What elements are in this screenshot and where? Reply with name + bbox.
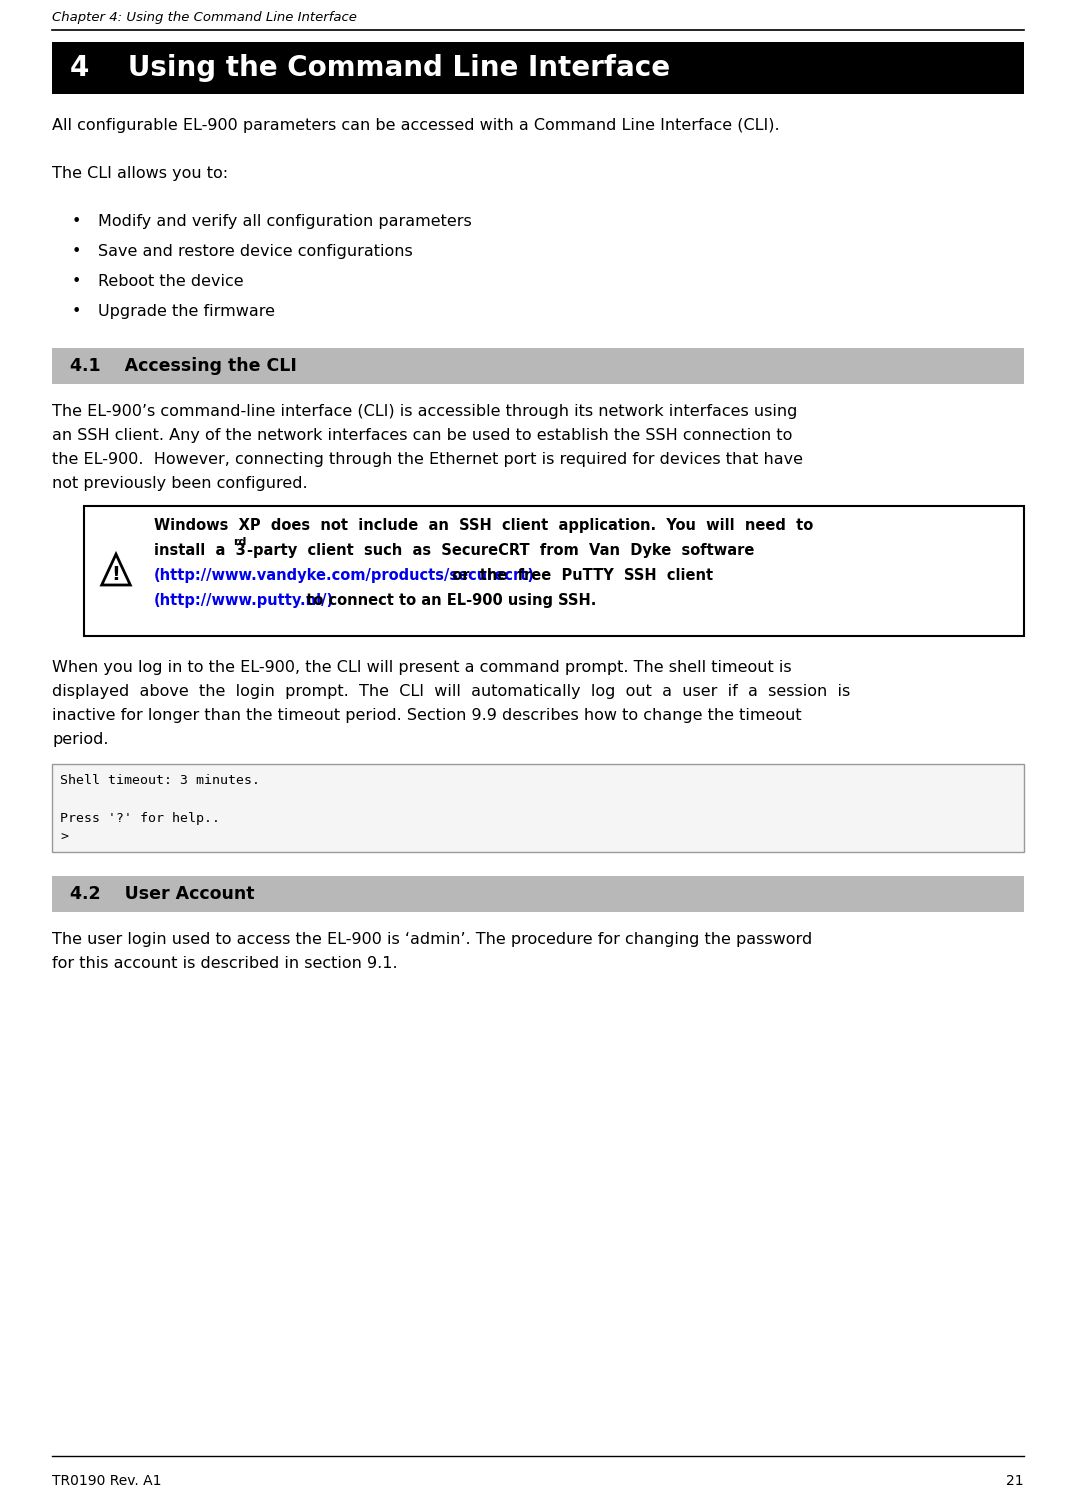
Text: 4.1    Accessing the CLI: 4.1 Accessing the CLI [70,357,297,374]
Polygon shape [102,554,130,585]
Text: Chapter 4: Using the Command Line Interface: Chapter 4: Using the Command Line Interf… [52,12,357,24]
Text: not previously been configured.: not previously been configured. [52,476,308,491]
Text: to connect to an EL-900 using SSH.: to connect to an EL-900 using SSH. [296,592,596,609]
Text: an SSH client. Any of the network interfaces can be used to establish the SSH co: an SSH client. Any of the network interf… [52,428,792,443]
Text: (http://www.putty.nl/): (http://www.putty.nl/) [154,592,335,609]
Text: (http://www.vandyke.com/products/securecrt): (http://www.vandyke.com/products/securec… [154,568,535,583]
Text: Reboot the device: Reboot the device [98,275,243,289]
Text: TR0190 Rev. A1: TR0190 Rev. A1 [52,1474,161,1488]
Bar [52,348,1024,383]
Bar [52,876,1024,912]
Text: Save and restore device configurations: Save and restore device configurations [98,245,413,260]
Text: the EL-900.  However, connecting through the Ethernet port is required for devic: the EL-900. However, connecting through … [52,452,803,467]
Text: 4.2    User Account: 4.2 User Account [70,885,255,903]
Bar [52,764,1024,852]
Text: The EL-900’s command-line interface (CLI) is accessible through its network inte: The EL-900’s command-line interface (CLI… [52,404,797,419]
Text: Upgrade the firmware: Upgrade the firmware [98,304,275,319]
Text: Press '?' for help..: Press '?' for help.. [60,812,220,825]
Text: period.: period. [52,733,109,747]
Text: for this account is described in section 9.1.: for this account is described in section… [52,956,398,971]
Text: 4    Using the Command Line Interface: 4 Using the Command Line Interface [70,54,670,82]
Text: -party  client  such  as  SecureCRT  from  Van  Dyke  software: -party client such as SecureCRT from Van… [247,543,754,558]
Text: 21: 21 [1006,1474,1024,1488]
Text: >: > [60,831,68,844]
Text: install  a  3: install a 3 [154,543,245,558]
Text: Modify and verify all configuration parameters: Modify and verify all configuration para… [98,213,471,228]
Text: !: ! [112,565,121,585]
Text: •: • [72,275,82,289]
Text: rd: rd [233,537,246,548]
Text: The user login used to access the EL-900 is ‘admin’. The procedure for changing : The user login used to access the EL-900… [52,932,812,947]
Text: inactive for longer than the timeout period. Section 9.9 describes how to change: inactive for longer than the timeout per… [52,709,802,724]
Text: or  the  free  PuTTY  SSH  client: or the free PuTTY SSH client [442,568,713,583]
Bar [52,42,1024,94]
Text: The CLI allows you to:: The CLI allows you to: [52,166,228,181]
Text: Shell timeout: 3 minutes.: Shell timeout: 3 minutes. [60,774,260,786]
Text: •: • [72,245,82,260]
Text: •: • [72,304,82,319]
Bar [84,506,1024,636]
Text: Windows  XP  does  not  include  an  SSH  client  application.  You  will  need : Windows XP does not include an SSH clien… [154,518,813,533]
Text: •: • [72,213,82,228]
Text: All configurable EL-900 parameters can be accessed with a Command Line Interface: All configurable EL-900 parameters can b… [52,118,780,133]
Text: When you log in to the EL-900, the CLI will present a command prompt. The shell : When you log in to the EL-900, the CLI w… [52,659,792,674]
Text: displayed  above  the  login  prompt.  The  CLI  will  automatically  log  out  : displayed above the login prompt. The CL… [52,683,850,698]
